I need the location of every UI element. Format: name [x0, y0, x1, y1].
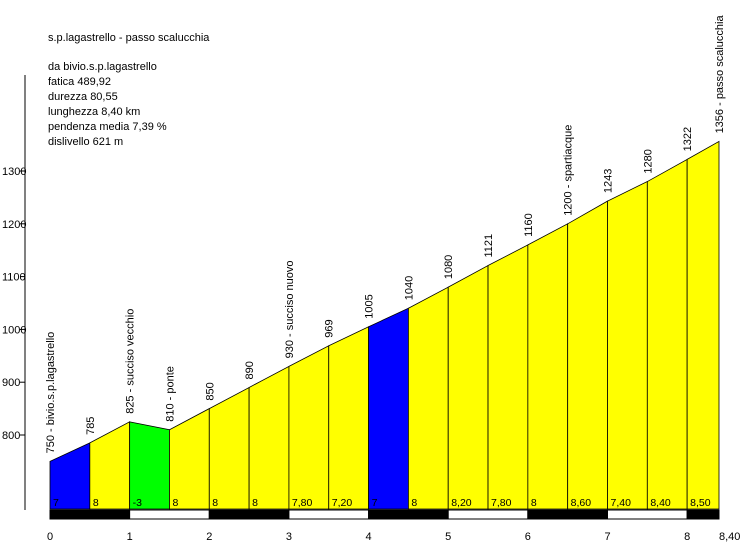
- profile-segment: [407, 286, 449, 510]
- profile-segment: [487, 244, 529, 510]
- segment-gradient-label: 8,20: [451, 497, 472, 509]
- y-tick-label: 1200: [2, 219, 26, 231]
- info-dislivello: dislivello 621 m: [48, 136, 124, 148]
- profile-segment: [567, 200, 608, 510]
- segment-gradient-label: 7,80: [491, 497, 512, 509]
- point-elevation-label: 825 - succiso vecchio: [125, 309, 137, 414]
- km-bar-segment: [447, 509, 529, 520]
- point-elevation-label: 1322: [682, 127, 694, 151]
- segment-gradient-label: 8: [93, 497, 99, 509]
- x-tick-label: 7: [604, 531, 610, 543]
- x-tick-label: 3: [286, 531, 292, 543]
- km-bar-segment: [208, 509, 290, 520]
- x-tick-label: 8: [684, 531, 690, 543]
- segment-gradient-label: 7: [372, 497, 378, 509]
- info-lunghezza: lunghezza 8,40 km: [48, 106, 141, 118]
- route-info: da bivio.s.p.lagastrello fatica 489,92 d…: [48, 60, 167, 150]
- profile-segment: [646, 158, 688, 510]
- profile-segment: [686, 140, 720, 510]
- x-tick-label: 1: [127, 531, 133, 543]
- profile-segment: [208, 386, 250, 510]
- x-tick-label: 8,40: [719, 531, 740, 543]
- segment-gradient-label: 8: [212, 497, 218, 509]
- point-elevation-label: 1200 - spartiacque: [563, 125, 575, 216]
- profile-segment: [129, 421, 170, 510]
- point-elevation-label: 1243: [603, 169, 615, 193]
- point-elevation-label: 969: [324, 319, 336, 337]
- profile-segment: [368, 307, 409, 510]
- segment-gradient-label: 7: [53, 497, 59, 509]
- segment-gradient-label: 8: [252, 497, 258, 509]
- y-tick-label: 1100: [2, 272, 26, 284]
- y-tick-label: 1300: [2, 166, 26, 178]
- segment-gradient-label: 7,80: [292, 497, 313, 509]
- point-elevation-label: 1160: [523, 213, 535, 237]
- point-elevation-label: 930 - succiso nuovo: [284, 261, 296, 359]
- x-tick-label: 6: [525, 531, 531, 543]
- segment-gradient-label: 8,50: [690, 497, 711, 509]
- x-tick-label: 2: [206, 531, 212, 543]
- point-elevation-label: 785: [85, 417, 97, 435]
- info-durezza: durezza 80,55: [48, 91, 118, 103]
- point-elevation-label: 810 - ponte: [164, 366, 176, 422]
- profile-segment: [169, 407, 210, 510]
- profile-segment: [447, 264, 489, 510]
- point-elevation-label: 1121: [483, 234, 495, 258]
- info-fatica: fatica 489,92: [48, 76, 111, 88]
- segment-gradient-label: -3: [133, 497, 142, 509]
- point-elevation-label: 1005: [364, 294, 376, 318]
- km-bar-segment: [49, 509, 131, 520]
- y-tick-label: 900: [2, 377, 20, 389]
- profile-segment: [527, 223, 569, 510]
- segment-gradient-label: 8: [531, 497, 537, 509]
- profile-segment: [328, 326, 369, 510]
- point-elevation-label: 1040: [403, 276, 415, 300]
- point-elevation-label: 750 - bivio.s.p.lagastrello: [45, 332, 57, 454]
- x-tick-label: 0: [47, 531, 53, 543]
- y-tick-label: 1000: [2, 324, 26, 336]
- km-bar-segment: [368, 509, 449, 520]
- point-elevation-label: 1080: [443, 255, 455, 279]
- point-elevation-label: 1356 - passo scalucchia: [714, 15, 726, 134]
- point-elevation-label: 1280: [642, 149, 654, 173]
- segment-gradient-label: 8: [411, 497, 417, 509]
- km-bar-segment: [288, 509, 370, 520]
- profile-segment: [248, 365, 290, 510]
- segment-gradient-label: 7,20: [332, 497, 353, 509]
- info-pendenza: pendenza media 7,39 %: [48, 121, 167, 133]
- point-elevation-label: 890: [244, 361, 256, 379]
- km-bar-segment: [686, 509, 720, 520]
- segment-gradient-label: 7,40: [611, 497, 632, 509]
- profile-segment: [607, 180, 648, 510]
- segment-gradient-label: 8,60: [571, 497, 592, 509]
- segment-gradient-label: 8: [172, 497, 178, 509]
- info-start: da bivio.s.p.lagastrello: [48, 61, 157, 73]
- km-bar-segment: [527, 509, 608, 520]
- point-elevation-label: 850: [204, 382, 216, 400]
- chart-title: s.p.lagastrello - passo scalucchia: [48, 32, 210, 44]
- y-tick-label: 800: [2, 430, 20, 442]
- profile-segment: [288, 345, 330, 510]
- segment-gradient-label: 8,40: [650, 497, 671, 509]
- x-tick-label: 5: [445, 531, 451, 543]
- x-tick-label: 4: [366, 531, 372, 543]
- km-bar-segment: [607, 509, 688, 520]
- km-bar-segment: [129, 509, 210, 520]
